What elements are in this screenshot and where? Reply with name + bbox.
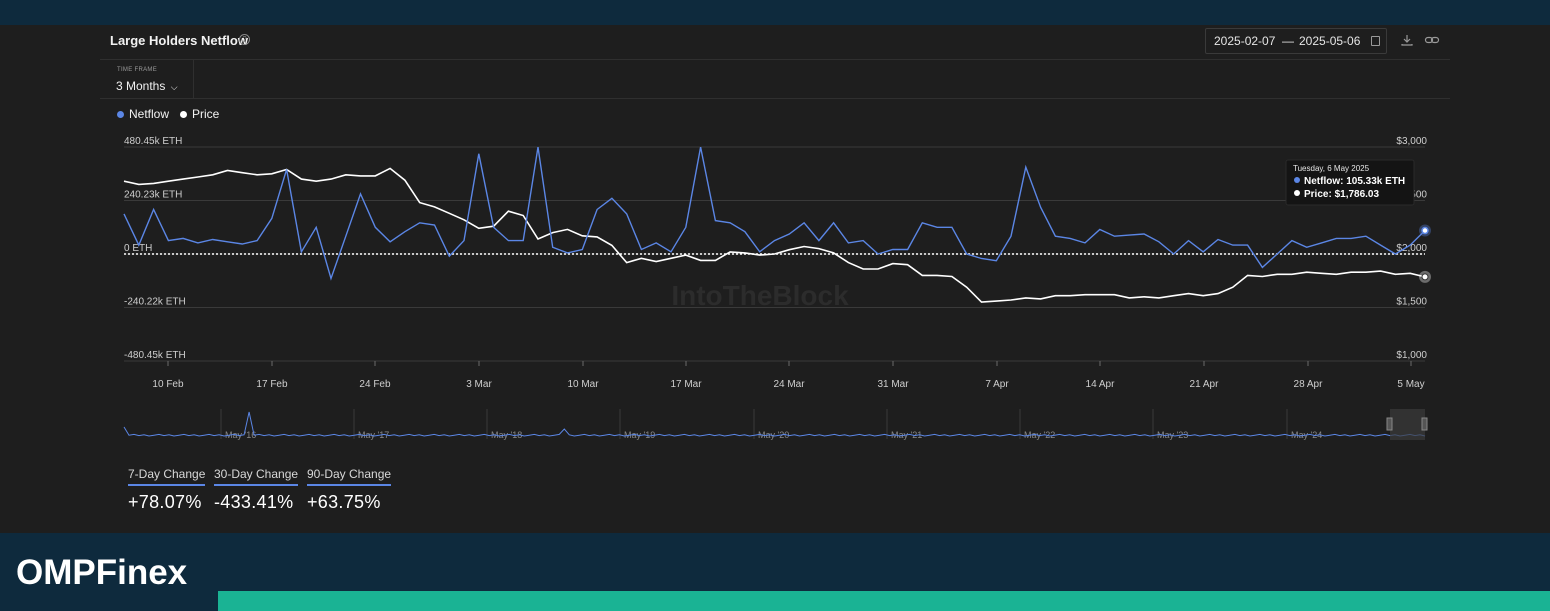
stat-30-day-value: -433.41% xyxy=(214,492,294,512)
chevron-down-icon: ⌵ xyxy=(170,82,178,92)
navigator-track xyxy=(124,409,1425,439)
question-circle-icon[interactable]: ? xyxy=(239,34,250,45)
stat-7-day-label: 7-Day Change xyxy=(128,467,206,486)
toolbar-divider xyxy=(100,98,1450,99)
right-axis-tick: $3,000 xyxy=(1396,136,1427,147)
stat-7-day-value: +78.07% xyxy=(128,492,202,512)
chart-title: Large Holders Netflow xyxy=(110,33,248,48)
timeframe-select[interactable]: 3 Months ⌵ xyxy=(116,79,178,93)
stat-7-day: 7-Day Change +78.07% xyxy=(128,467,206,513)
header-divider xyxy=(100,59,1450,60)
left-axis-tick: 240.23k ETH xyxy=(124,190,182,201)
x-axis-tick: 21 Apr xyxy=(1190,379,1220,390)
x-axis-tick: 24 Mar xyxy=(773,379,805,390)
footer-accent-bar xyxy=(218,591,1550,611)
x-axis-tick: 31 Mar xyxy=(877,379,909,390)
date-to[interactable]: 2025-05-06 xyxy=(1299,34,1361,48)
x-axis-tick: 17 Mar xyxy=(670,379,702,390)
left-axis-tick: -480.45k ETH xyxy=(124,350,186,361)
navigator-handle-left[interactable] xyxy=(1386,417,1393,431)
legend-price-label: Price xyxy=(192,107,220,121)
legend-netflow-label: Netflow xyxy=(129,107,170,121)
link-icon[interactable] xyxy=(1424,33,1440,47)
x-axis-tick: 10 Mar xyxy=(567,379,599,390)
chart-panel: Large Holders Netflow ? 2025-02-07 — 202… xyxy=(100,25,1450,533)
navigator-handle-right[interactable] xyxy=(1421,417,1428,431)
navigator-label: May '22 xyxy=(1024,430,1055,440)
navigator-series xyxy=(123,411,1426,437)
x-axis-tick: 5 May xyxy=(1397,379,1424,390)
x-axis-tick: 24 Feb xyxy=(359,379,391,390)
tooltip-price-dot xyxy=(1294,190,1300,196)
calendar-icon[interactable] xyxy=(1371,36,1380,46)
legend-netflow[interactable]: Netflow xyxy=(117,107,169,121)
legend-price[interactable]: Price xyxy=(180,107,219,121)
price-legend-dot xyxy=(180,110,187,118)
tooltip-date: Tuesday, 6 May 2025 xyxy=(1293,164,1370,173)
netflow-line[interactable] xyxy=(123,146,1426,281)
navigator-label: May '17 xyxy=(358,430,389,440)
date-range-picker[interactable]: 2025-02-07 — 2025-05-06 xyxy=(1205,28,1387,54)
x-axis-tick: 17 Feb xyxy=(256,379,288,390)
top-banner xyxy=(0,0,1550,25)
price-line[interactable] xyxy=(123,167,1426,303)
tooltip-price: Price: $1,786.03 xyxy=(1304,189,1379,200)
tooltip-netflow-dot xyxy=(1294,177,1300,183)
x-axis-tick: 14 Apr xyxy=(1086,379,1116,390)
date-separator: — xyxy=(1282,34,1294,48)
netflow-legend-dot xyxy=(117,110,124,118)
right-axis-tick: $2,000 xyxy=(1396,243,1427,254)
timeframe-divider xyxy=(193,60,194,98)
download-icon[interactable] xyxy=(1400,33,1414,47)
timeframe-value: 3 Months xyxy=(116,79,166,93)
x-axis-tick: 3 Mar xyxy=(466,379,492,390)
stat-90-day: 90-Day Change +63.75% xyxy=(307,467,392,513)
stat-30-day-label: 30-Day Change xyxy=(214,467,299,486)
x-axis-tick: 10 Feb xyxy=(152,379,184,390)
stat-90-day-value: +63.75% xyxy=(307,492,381,512)
brand-logo: OMPFinex xyxy=(16,553,188,592)
stat-30-day: 30-Day Change -433.41% xyxy=(214,467,299,513)
price-point[interactable] xyxy=(1421,273,1429,281)
left-axis-tick: 480.45k ETH xyxy=(124,136,182,147)
date-from[interactable]: 2025-02-07 xyxy=(1214,34,1276,48)
netflow-chart[interactable]: IntoTheBlock 480.45k ETH 240.23k ETH 0 ETH… xyxy=(100,25,1450,455)
right-axis-tick: $1,500 xyxy=(1396,297,1427,308)
left-axis-tick: -240.22k ETH xyxy=(124,297,186,308)
right-axis-tick: $1,000 xyxy=(1396,350,1427,361)
navigator-label: May '19 xyxy=(624,430,655,440)
x-axis-tick: 7 Apr xyxy=(985,379,1009,390)
left-axis-tick: 0 ETH xyxy=(124,243,152,254)
stat-90-day-label: 90-Day Change xyxy=(307,467,392,486)
navigator-label: May '20 xyxy=(758,430,789,440)
hover-tooltip: Tuesday, 6 May 2025 Netflow: 105.33k ETH… xyxy=(1285,159,1415,206)
range-navigator[interactable]: May '16 May '17 May '18 May '19 May '20 May '… xyxy=(123,409,1428,440)
timeframe-label: TIME FRAME xyxy=(117,67,157,73)
tooltip-netflow: Netflow: 105.33k ETH xyxy=(1304,176,1405,187)
netflow-point[interactable] xyxy=(1421,226,1429,235)
watermark-logo: IntoTheBlock xyxy=(671,280,849,311)
navigator-selection[interactable] xyxy=(1390,409,1425,440)
x-axis-tick: 28 Apr xyxy=(1294,379,1324,390)
